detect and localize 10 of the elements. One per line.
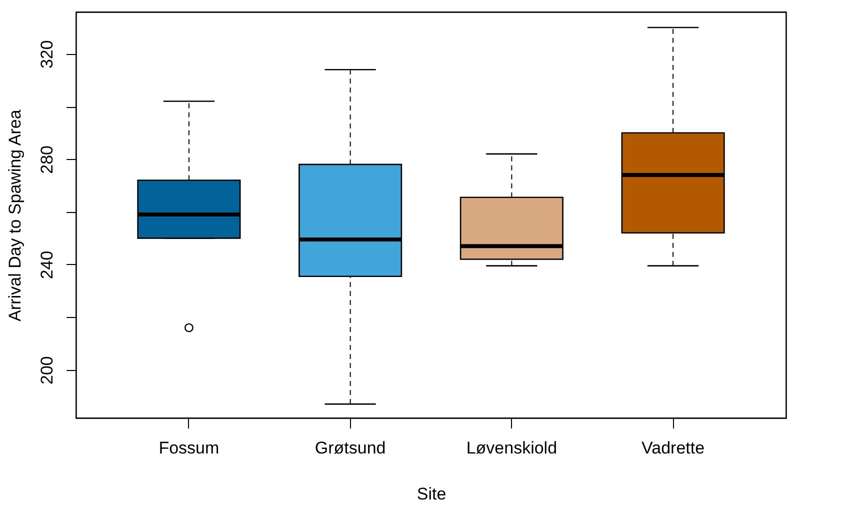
y-axis-title: Arrival Day to Spawing Area xyxy=(6,109,24,322)
x-tick-label: Løvenskiold xyxy=(466,438,558,458)
y-tick-label: 240 xyxy=(38,250,56,280)
x-tick-label: Fossum xyxy=(158,438,220,458)
x-axis-title: Site xyxy=(416,484,446,504)
y-tick-label: 320 xyxy=(38,40,56,69)
x-tick-label: Grøtsund xyxy=(314,438,386,458)
y-tick-label: 280 xyxy=(38,145,56,174)
y-tick-label: 200 xyxy=(38,356,56,385)
x-tick-label: Vadrette xyxy=(642,438,705,458)
